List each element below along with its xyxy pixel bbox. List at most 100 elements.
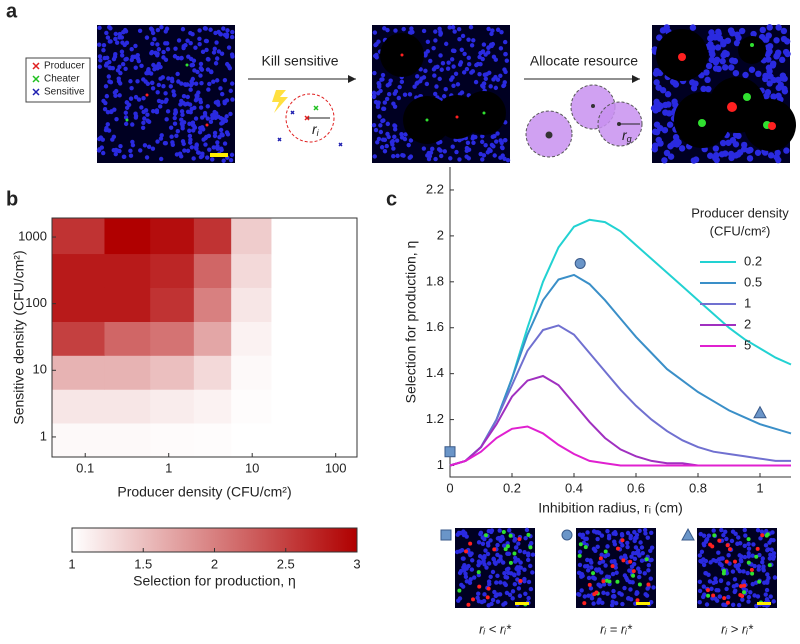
- colony: [464, 549, 469, 554]
- sensitive-colony: [764, 587, 770, 593]
- sensitive-colony: [498, 580, 503, 585]
- sensitive-colony: [376, 100, 381, 105]
- sensitive-colony: [207, 147, 212, 152]
- sensitive-colony: [469, 567, 475, 572]
- sensitive-colony: [642, 571, 647, 576]
- sensitive-colony: [622, 573, 628, 578]
- sensitive-colony: [140, 125, 146, 130]
- sensitive-colony: [452, 29, 457, 34]
- y-axis-label: Sensitive density (CFU/cm²): [11, 250, 27, 424]
- sensitive-colony: [729, 137, 737, 144]
- colony: [526, 532, 531, 537]
- sensitive-colony: [599, 533, 605, 538]
- sensitive-colony: [145, 112, 150, 117]
- sensitive-colony: [585, 568, 591, 573]
- sensitive-colony: [713, 576, 718, 581]
- sensitive-colony: [163, 91, 168, 96]
- sensitive-colony: [113, 151, 118, 157]
- heat-cell: [271, 287, 316, 322]
- sensitive-colony: [675, 139, 682, 146]
- sensitive-colony: [732, 589, 737, 595]
- sensitive-colony: [161, 49, 166, 55]
- sensitive-colony: [98, 58, 103, 63]
- heat-cell: [231, 218, 272, 255]
- sensitive-colony: [431, 45, 436, 51]
- sensitive-colony: [659, 27, 667, 34]
- colony: [466, 602, 471, 607]
- sensitive-colony: [664, 91, 672, 98]
- heat-cell: [231, 422, 272, 458]
- sensitive-colony: [723, 50, 730, 58]
- sensitive-colony: [133, 65, 138, 70]
- sensitive-colony: [730, 529, 736, 534]
- sensitive-colony: [138, 148, 143, 153]
- sensitive-colony: [123, 66, 128, 71]
- sensitive-colony: [708, 29, 715, 36]
- sensitive-colony: [176, 79, 181, 84]
- sensitive-colony: [771, 537, 776, 543]
- sensitive-colony: [755, 527, 761, 533]
- sensitive-colony: [219, 51, 225, 56]
- sensitive-colony: [698, 531, 703, 537]
- sensitive-colony: [188, 30, 193, 36]
- colorbar-tick-label: 1.5: [134, 556, 152, 571]
- sensitive-colony: [585, 557, 590, 563]
- sensitive-colony: [462, 562, 467, 568]
- sensitive-colony: [426, 156, 432, 162]
- sensitive-colony: [179, 117, 184, 122]
- colony: [528, 545, 533, 550]
- legend-label: Producer: [44, 61, 85, 72]
- sensitive-colony: [385, 131, 390, 137]
- sensitive-colony: [498, 46, 504, 51]
- sensitive-colony: [482, 536, 487, 542]
- sensitive-colony: [213, 30, 218, 36]
- sensitive-colony: [394, 138, 400, 143]
- sensitive-colony: [610, 599, 615, 605]
- sensitive-colony: [606, 533, 612, 539]
- sensitive-colony: [712, 154, 719, 162]
- sensitive-colony: [197, 28, 202, 33]
- sensitive-colony: [530, 552, 536, 557]
- legend-title: Producer density: [691, 205, 789, 220]
- sensitive-colony: [116, 79, 122, 84]
- sensitive-colony: [483, 76, 488, 81]
- sensitive-colony: [742, 527, 747, 533]
- sensitive-colony: [120, 40, 125, 45]
- panel-label: c: [386, 188, 397, 210]
- sensitive-colony: [205, 116, 210, 121]
- sensitive-colony: [459, 90, 465, 95]
- sensitive-colony: [727, 27, 735, 34]
- sensitive-colony: [148, 71, 154, 76]
- sensitive-colony: [763, 36, 770, 43]
- sensitive-colony: [108, 80, 114, 85]
- producer: [304, 115, 310, 121]
- sensitive-colony: [704, 537, 709, 543]
- sensitive-colony: [783, 38, 791, 45]
- sensitive-colony: [778, 56, 786, 64]
- colony: [757, 579, 762, 584]
- series-line: [449, 218, 792, 467]
- sensitive-colony: [149, 80, 155, 86]
- sensitive-colony: [651, 128, 659, 135]
- sensitive-colony: [155, 53, 160, 58]
- sensitive-colony: [505, 157, 511, 163]
- heat-cell: [150, 287, 195, 322]
- sensitive-colony: [466, 147, 472, 152]
- sensitive-colony: [175, 128, 181, 134]
- heat-cell: [231, 253, 272, 288]
- resource-zones: [525, 84, 643, 158]
- sensitive-colony: [504, 58, 510, 63]
- x-tick-label: 0.8: [689, 480, 707, 495]
- sensitive-colony: [708, 560, 713, 565]
- sensitive-colony: [589, 560, 594, 565]
- sensitive-colony: [397, 84, 402, 90]
- heat-cell: [52, 422, 105, 458]
- sensitive-colony: [767, 556, 773, 561]
- sensitive-colony: [706, 533, 712, 538]
- colorbar-tick-label: 2.5: [277, 556, 295, 571]
- sensitive-colony: [218, 127, 224, 133]
- heat-cell: [52, 218, 105, 255]
- sensitive-colony: [158, 136, 164, 141]
- sensitive-colony: [585, 563, 590, 569]
- sensitive-colony: [601, 590, 606, 596]
